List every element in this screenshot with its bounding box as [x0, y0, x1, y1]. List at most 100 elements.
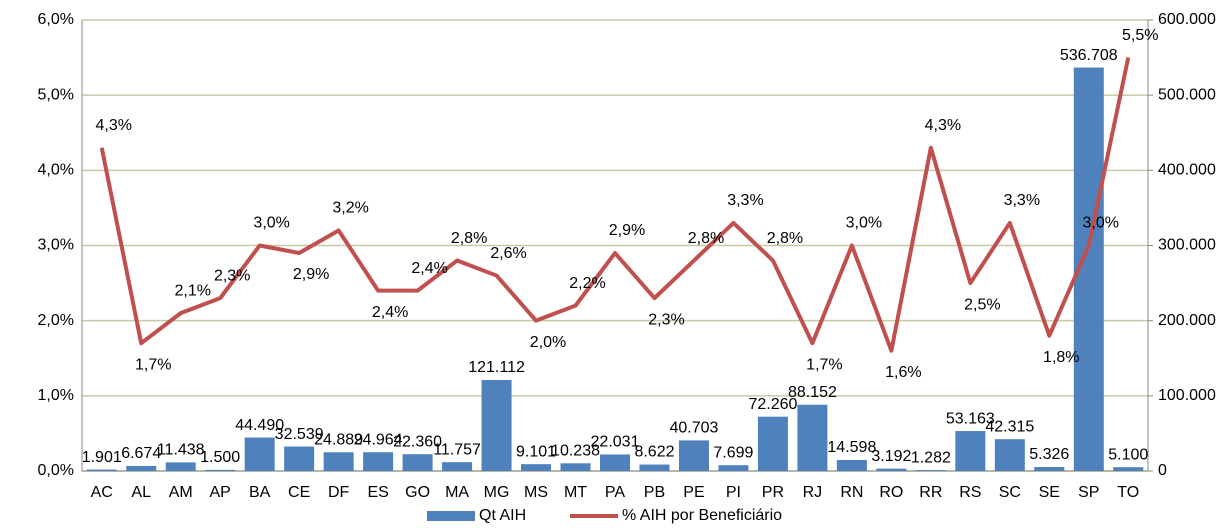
x-tick-label: PA: [605, 484, 625, 501]
y-tick-label: 5,0%: [38, 86, 74, 103]
x-tick-label: MS: [524, 484, 548, 501]
bar: [836, 460, 867, 471]
bar: [1113, 467, 1144, 471]
bar-value-label: 1.500: [200, 449, 240, 466]
x-tick-label: MT: [564, 484, 587, 501]
x-tick-label: MA: [445, 484, 469, 501]
bar: [284, 446, 315, 471]
bar-value-label: 5.326: [1029, 446, 1069, 463]
x-tick-label: GO: [405, 484, 430, 501]
x-tick-label: ES: [367, 484, 388, 501]
bar-value-label: 536.708: [1060, 47, 1118, 64]
bar: [363, 452, 394, 471]
x-tick-label: RR: [919, 484, 942, 501]
line-value-label: 2,4%: [411, 260, 447, 277]
x-tick-label: PE: [683, 484, 704, 501]
line-value-label: 2,4%: [372, 304, 408, 321]
line: [99, 57, 1131, 353]
bar-value-label: 11.438: [157, 442, 205, 459]
line-value-label: 3,0%: [846, 215, 882, 232]
x-tick-label: AL: [131, 484, 151, 501]
line-value-label: 2,0%: [530, 334, 566, 351]
x-tick-label: PR: [762, 484, 784, 501]
line-value-label: 1,7%: [806, 356, 842, 373]
line-value-label: 1,6%: [885, 364, 921, 381]
bar: [797, 404, 828, 471]
bar: [205, 469, 236, 471]
line-value-label: 2,9%: [609, 222, 645, 239]
bar-value-label: 11.757: [433, 441, 481, 458]
bar-value-label: 9.101: [516, 443, 556, 460]
bar: [757, 416, 788, 471]
bar-value-label: 40.703: [669, 420, 718, 437]
line-value-label: 4,3%: [96, 117, 132, 134]
line-value-label: 2,9%: [293, 266, 329, 283]
line-value-label: 3,3%: [1004, 192, 1040, 209]
legend-label: % AIH por Beneficiário: [622, 507, 782, 524]
bar: [678, 440, 709, 471]
bar: [86, 469, 117, 471]
bar-value-label: 3.192: [871, 448, 911, 465]
bar-value-label: 44.490: [235, 417, 284, 434]
x-tick-label: CE: [288, 484, 310, 501]
y-tick-label: 6,0%: [38, 11, 74, 28]
bar-value-label: 1.901: [82, 449, 122, 466]
bar-value-label: 121.112: [468, 359, 525, 376]
y2-tick-label: 400.000: [1158, 162, 1216, 179]
y-tick-label: 4,0%: [38, 162, 74, 179]
bar-value-label: 42.315: [985, 418, 1034, 435]
line-value-label: 2,8%: [767, 230, 803, 247]
line-value-label: 1,8%: [1043, 349, 1079, 366]
line-value-label: 1,7%: [135, 356, 171, 373]
x-tick-label: BA: [249, 484, 271, 501]
x-tick-label: MG: [484, 484, 510, 501]
x-tick-label: DF: [328, 484, 350, 501]
x-tick-label: AP: [210, 484, 231, 501]
line-value-label: 2,6%: [490, 245, 526, 262]
bar-value-label: 53.163: [946, 410, 995, 427]
line-value-label: 3,0%: [1083, 215, 1119, 232]
bar-value-label: 22.360: [393, 433, 442, 450]
line-value-label: 2,8%: [688, 230, 724, 247]
y2-tick-label: 500.000: [1158, 86, 1216, 103]
line-value-label: 2,1%: [174, 282, 210, 299]
bar: [1034, 466, 1065, 471]
bar: [876, 468, 907, 471]
bar-value-label: 5.100: [1108, 446, 1148, 463]
line-value-label: 3,3%: [727, 192, 763, 209]
y2-tick-label: 0: [1158, 462, 1167, 479]
bar-value-label: 7.699: [713, 444, 753, 461]
x-tick-label: AC: [91, 484, 113, 501]
line-value-label: 4,3%: [925, 117, 961, 134]
bar-value-label: 1.282: [911, 449, 951, 466]
bar: [560, 463, 591, 471]
x-tick-label: PI: [726, 484, 741, 501]
line-value-label: 2,3%: [648, 311, 684, 328]
x-tick-label: PB: [644, 484, 665, 501]
bar: [481, 379, 512, 471]
bar-value-label: 32.539: [275, 426, 324, 443]
x-tick-label: RN: [840, 484, 863, 501]
bar: [955, 431, 986, 471]
x-tick-label: RO: [879, 484, 903, 501]
line-value-label: 2,5%: [964, 296, 1000, 313]
bar-value-label: 14.598: [827, 439, 876, 456]
bar-value-label: 8.622: [634, 444, 674, 461]
y-tick-label: 3,0%: [38, 237, 74, 254]
x-tick-label: SE: [1039, 484, 1060, 501]
legend-swatch: [427, 511, 475, 521]
x-tick-label: RJ: [803, 484, 823, 501]
x-tick-label: SP: [1078, 484, 1099, 501]
line-value-label: 3,2%: [332, 200, 368, 217]
bar: [244, 437, 275, 471]
bar: [402, 454, 433, 471]
bar-value-label: 24.964: [354, 431, 403, 448]
legend-label: Qt AIH: [479, 507, 526, 524]
bar: [639, 464, 670, 471]
line-value-label: 2,8%: [451, 230, 487, 247]
bar: [521, 464, 552, 471]
x-tick-label: RS: [959, 484, 981, 501]
x-tick-label: AM: [169, 484, 193, 501]
bar: [718, 465, 749, 471]
